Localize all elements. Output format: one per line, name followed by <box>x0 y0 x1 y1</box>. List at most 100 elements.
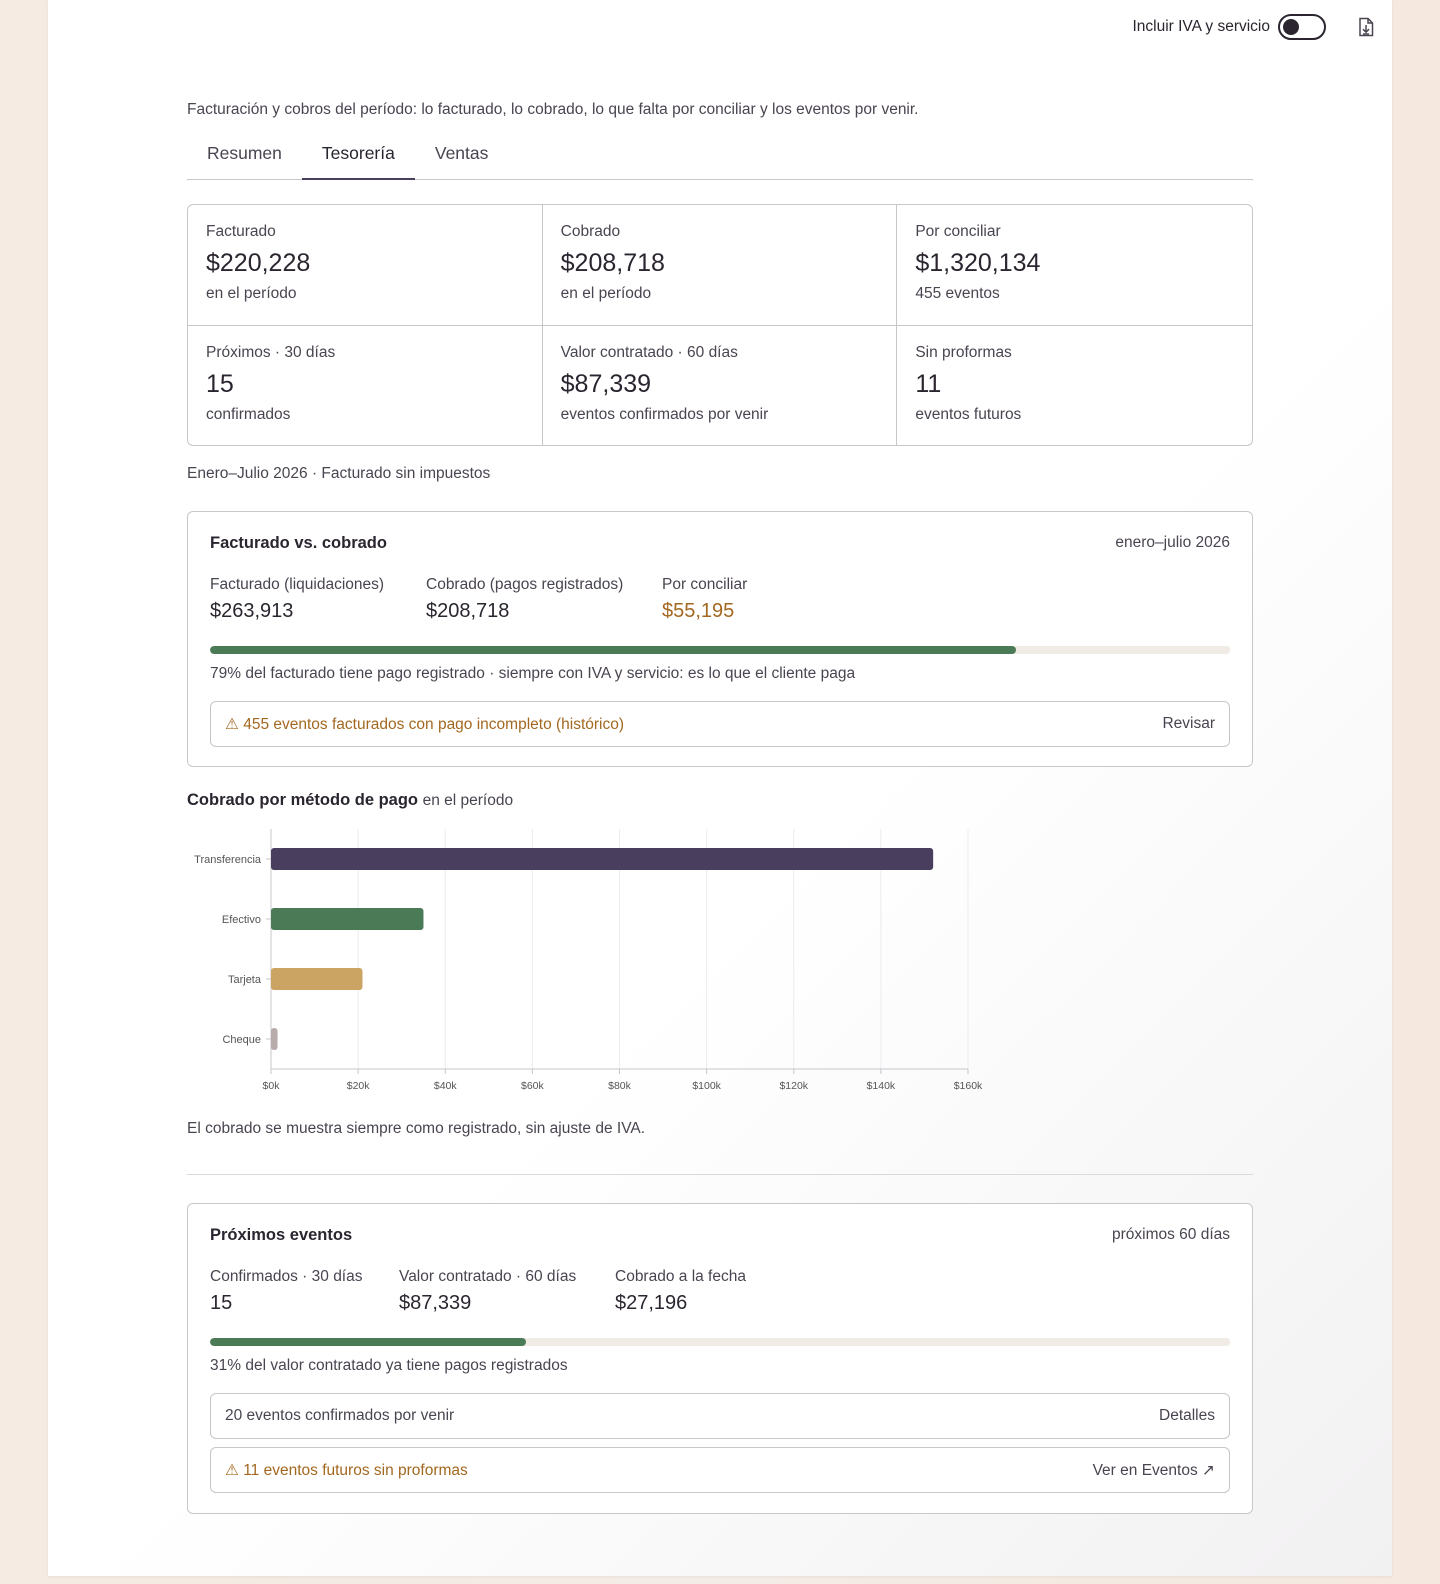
chart-note: El cobrado se muestra siempre como regis… <box>187 1120 646 1137</box>
vat-toggle[interactable] <box>1278 14 1326 40</box>
kpi-subtext: eventos futuros <box>915 406 1022 423</box>
x-tick-label: $140k <box>867 1080 896 1092</box>
stat-facturado: Facturado (liquidaciones) $263,913 <box>210 576 426 623</box>
section-title-text: Cobrado por método de pago <box>187 791 418 809</box>
x-tick-label: $40k <box>434 1080 458 1092</box>
stat-label: Confirmados · 30 días <box>210 1268 363 1285</box>
download-file-icon <box>1359 17 1374 37</box>
kpi-label: Por conciliar <box>915 223 1001 240</box>
tab-resumen[interactable]: Resumen <box>207 143 282 163</box>
upcoming-events-card: Próximos eventos próximos 60 días Confir… <box>187 1203 1253 1514</box>
stat-cobrado: Cobrado (pagos registrados) $208,718 <box>426 576 662 623</box>
card-date-range: enero–julio 2026 <box>1115 534 1230 551</box>
collection-progress-bar <box>210 646 1230 654</box>
kpi-subtext: eventos confirmados por venir <box>560 406 769 423</box>
y-tick-label: Tarjeta <box>228 974 262 986</box>
stat-label: Cobrado (pagos registrados) <box>426 576 624 593</box>
contract-progress-bar <box>210 1338 1230 1346</box>
x-tick-label: $60k <box>521 1080 545 1092</box>
section-title-suffix: en el período <box>422 792 514 809</box>
card-header: Próximos eventos próximos 60 días <box>210 1226 1230 1245</box>
progress-fill <box>210 646 1016 654</box>
stat-label: Por conciliar <box>662 576 748 593</box>
bar-efectivo <box>271 908 424 930</box>
card-header: Facturado vs. cobrado enero–julio 2026 <box>210 534 1230 553</box>
kpi-subtext: en el período <box>560 285 652 302</box>
alert-text: ⚠ 11 eventos futuros sin proformas <box>225 1461 468 1479</box>
stat-label: Cobrado a la fecha <box>615 1268 746 1285</box>
kpi-grid: Facturado $220,228 en el período Cobrado… <box>187 204 1253 446</box>
view-in-events-link[interactable]: Ver en Eventos ↗ <box>1092 1461 1215 1479</box>
stat-label: Valor contratado · 60 días <box>399 1268 577 1285</box>
card-title: Facturado vs. cobrado <box>210 534 387 552</box>
x-tick-label: $100k <box>692 1080 721 1092</box>
x-tick-label: $80k <box>608 1080 632 1092</box>
kpi-label: Cobrado <box>560 223 621 240</box>
review-link[interactable]: Revisar <box>1162 715 1215 732</box>
stat-label: Facturado (liquidaciones) <box>210 576 385 593</box>
report-sheet: Incluir IVA y servicio Facturación y cob… <box>48 0 1392 1576</box>
kpi-subtext: confirmados <box>206 406 291 423</box>
billed-vs-collected-card: Facturado vs. cobrado enero–julio 2026 F… <box>187 511 1253 767</box>
details-link[interactable]: Detalles <box>1159 1407 1215 1424</box>
stat-value: $263,913 <box>210 600 294 622</box>
progress-fill <box>210 1338 527 1346</box>
kpi-value: $208,718 <box>560 249 665 277</box>
bar-tarjeta <box>271 968 363 990</box>
kpi-value: $87,339 <box>560 370 652 398</box>
kpi-card-valor-contratado: Valor contratado · 60 días $87,339 event… <box>543 326 898 445</box>
kpi-value: $220,228 <box>206 249 311 277</box>
tab-ventas[interactable]: Ventas <box>434 143 489 163</box>
x-tick-label: $160k <box>954 1080 983 1092</box>
upcoming-events-row[interactable]: 20 eventos confirmados por venir Detalle… <box>210 1393 1230 1439</box>
period-note: Enero–Julio 2026 · Facturado sin impuest… <box>187 465 491 482</box>
kpi-value: $1,320,134 <box>915 249 1041 277</box>
stat-value: $27,196 <box>615 1292 688 1314</box>
missing-proformas-alert[interactable]: ⚠ 11 eventos futuros sin proformas Ver e… <box>210 1447 1230 1493</box>
upcoming-stats: Confirmados · 30 días 15 Valor contratad… <box>210 1268 746 1315</box>
kpi-label: Próximos · 30 días <box>206 344 336 361</box>
payment-method-chart: $0k $20k $40k $60k $80k $100k $120k $140k $160k T… <box>194 829 983 1092</box>
x-tick-label: $20k <box>347 1080 371 1092</box>
incomplete-payments-alert[interactable]: ⚠ 455 eventos facturados con pago incomp… <box>210 701 1230 747</box>
card-date-range: próximos 60 días <box>1111 1226 1230 1243</box>
toggle-knob <box>1283 19 1299 35</box>
stat-por-conciliar: Por conciliar $55,195 <box>662 576 747 623</box>
y-tick-label: Efectivo <box>222 914 261 926</box>
kpi-label: Sin proformas <box>915 344 1012 361</box>
kpi-value: 15 <box>206 370 234 398</box>
kpi-label: Valor contratado · 60 días <box>560 344 738 361</box>
stat-valor-contratado: Valor contratado · 60 días $87,339 <box>399 1268 615 1315</box>
payment-method-section-title: Cobrado por método de pago en el período <box>187 791 513 810</box>
x-tick-label: $120k <box>779 1080 808 1092</box>
progress-note: 79% del facturado tiene pago registrado … <box>210 665 856 682</box>
vat-toggle-label: Incluir IVA y servicio <box>1132 18 1270 35</box>
kpi-subtext: en el período <box>206 285 297 302</box>
stat-value: 15 <box>210 1292 233 1314</box>
kpi-card-cobrado: Cobrado $208,718 en el período <box>542 205 898 326</box>
page-intro: Facturación y cobros del período: lo fac… <box>187 101 919 118</box>
x-tick-label: $0k <box>263 1080 281 1092</box>
kpi-card-por-conciliar: Por conciliar $1,320,134 455 eventos <box>897 205 1252 326</box>
export-button[interactable] <box>1354 15 1378 39</box>
tab-tesoreria[interactable]: Tesorería <box>301 140 415 180</box>
stat-value: $208,718 <box>426 600 510 622</box>
report-toolbar: Incluir IVA y servicio <box>1132 14 1378 40</box>
row-text: 20 eventos confirmados por venir <box>225 1407 455 1424</box>
kpi-label: Facturado <box>206 223 276 240</box>
kpi-value: 11 <box>915 370 942 398</box>
progress-note: 31% del valor contratado ya tiene pagos … <box>210 1357 568 1374</box>
tab-bar: Resumen Tesorería Ventas <box>187 140 1253 180</box>
card-title: Próximos eventos <box>210 1226 353 1244</box>
y-tick-label: Transferencia <box>194 854 262 866</box>
bar-transferencia <box>271 848 934 870</box>
stat-value: $87,339 <box>399 1292 472 1314</box>
billing-stats: Facturado (liquidaciones) $263,913 Cobra… <box>210 576 747 623</box>
section-divider <box>187 1174 1253 1175</box>
stat-confirmados: Confirmados · 30 días 15 <box>210 1268 399 1315</box>
stat-value: $55,195 <box>662 600 735 622</box>
alert-text: ⚠ 455 eventos facturados con pago incomp… <box>225 715 625 733</box>
kpi-subtext: 455 eventos <box>915 285 1000 302</box>
kpi-card-proximos: Próximos · 30 días 15 confirmados <box>188 326 543 445</box>
kpi-card-facturado: Facturado $220,228 en el período <box>188 205 543 326</box>
